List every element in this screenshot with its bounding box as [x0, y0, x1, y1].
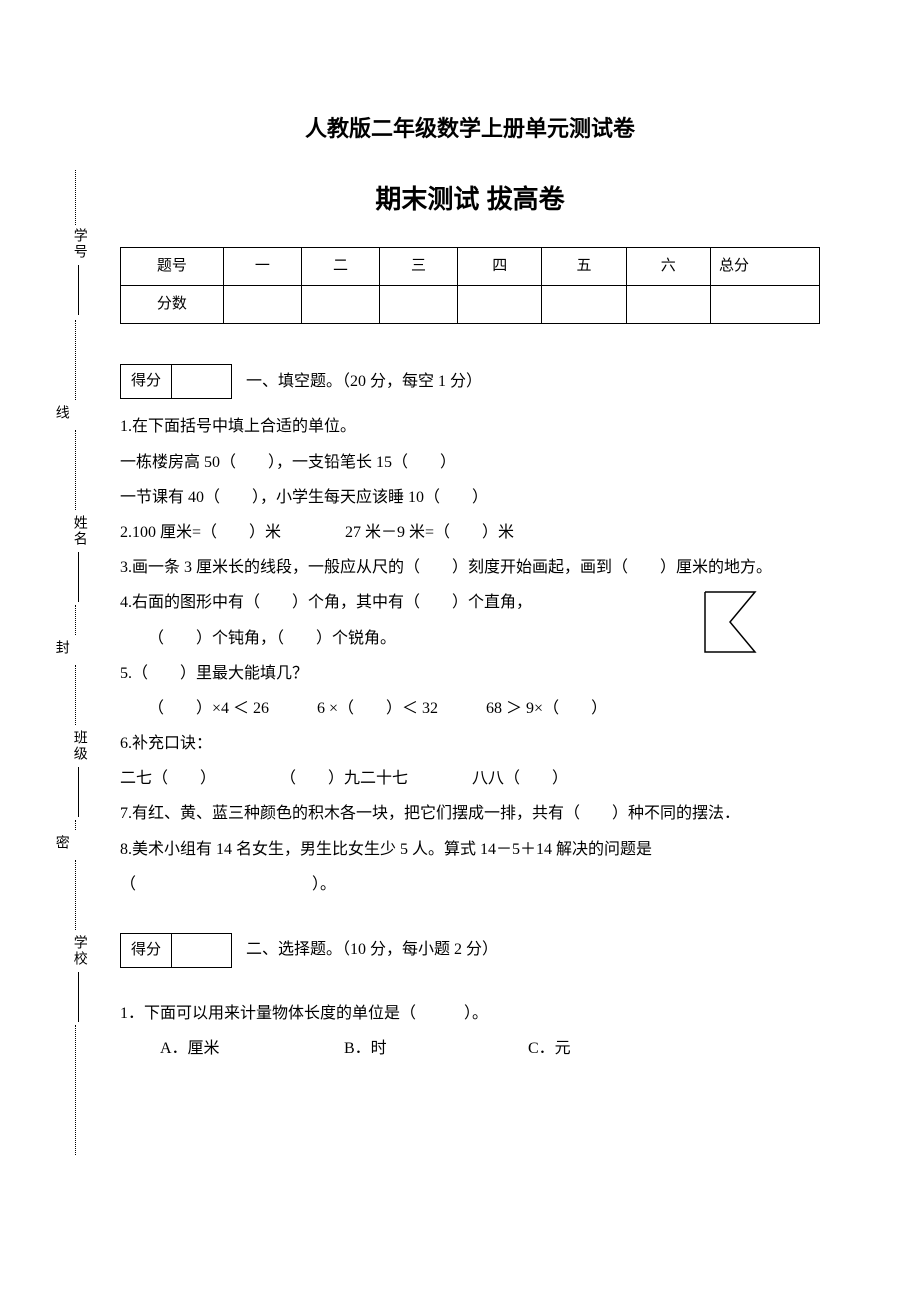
binding-sidebar: 学号 线 姓名 封 班级 密 学校	[35, 170, 85, 1170]
score-label: 得分	[121, 365, 172, 399]
label: 班级	[72, 730, 87, 762]
vline-seg	[75, 1025, 76, 1155]
vline-seg	[75, 860, 76, 930]
th: 四	[458, 247, 542, 285]
q1a: 一栋楼房高 50（ ），一支铅笔长 15（ ）	[120, 445, 820, 480]
score-blank[interactable]	[172, 933, 232, 967]
cell-blank[interactable]	[542, 285, 626, 323]
sidebar-label-xuexiao: 学校	[63, 935, 94, 1022]
shape-polyline	[705, 592, 755, 652]
q6a: 二七（ ） （ ）九二十七 八八（ ）	[120, 761, 820, 796]
choice-b: B．时	[344, 1031, 524, 1066]
row-label: 分数	[121, 285, 224, 323]
sidebar-label-banji: 班级	[63, 730, 94, 817]
fill-line	[78, 552, 79, 602]
seal-xian: 线	[45, 405, 76, 421]
score-blank[interactable]	[172, 365, 232, 399]
spacer	[120, 902, 820, 932]
fill-line	[78, 767, 79, 817]
q1: 1.在下面括号中填上合适的单位。	[120, 409, 820, 444]
cell-blank[interactable]	[710, 285, 819, 323]
label: 姓名	[72, 515, 87, 547]
label: 学号	[72, 228, 87, 260]
cell-blank[interactable]	[223, 285, 301, 323]
cell-blank[interactable]	[626, 285, 710, 323]
main-title: 人教版二年级数学上册单元测试卷	[120, 105, 820, 153]
cell-blank[interactable]	[380, 285, 458, 323]
choice-a: A．厘米	[160, 1031, 340, 1066]
q2: 2.100 厘米=（ ）米 27 米－9 米=（ ）米	[120, 515, 820, 550]
q1b: 一节课有 40（ ），小学生每天应该睡 10（ ）	[120, 480, 820, 515]
label: 学校	[72, 935, 87, 967]
section-1-title: 一、填空题。（20 分，每空 1 分）	[246, 373, 482, 390]
th: 一	[223, 247, 301, 285]
score-summary-table: 题号 一 二 三 四 五 六 总分 分数	[120, 247, 820, 324]
angle-shape	[700, 587, 760, 670]
th: 三	[380, 247, 458, 285]
score-label: 得分	[121, 933, 172, 967]
sidebar-inner: 学号 线 姓名 封 班级 密 学校	[35, 170, 85, 1170]
page-content: 人教版二年级数学上册单元测试卷 期末测试 拔高卷 题号 一 二 三 四 五 六 …	[120, 105, 820, 1066]
sidebar-label-xingming: 姓名	[63, 515, 94, 602]
vline-seg	[75, 320, 76, 400]
th: 六	[626, 247, 710, 285]
section-1: 得分 一、填空题。（20 分，每空 1 分）	[120, 364, 820, 400]
s2q1: 1．下面可以用来计量物体长度的单位是（ ）。	[120, 996, 820, 1031]
cell-blank[interactable]	[458, 285, 542, 323]
q4-wrap: 4.右面的图形中有（ ）个角，其中有（ ）个直角， （ ）个钝角，（ ）个锐角。	[120, 585, 820, 655]
seal-mi: 密	[45, 835, 76, 851]
seal-feng: 封	[45, 640, 76, 656]
spacer	[120, 978, 820, 996]
vline-seg	[75, 820, 76, 830]
vline-seg	[75, 665, 76, 725]
vline-seg	[75, 170, 76, 225]
vline-seg	[75, 430, 76, 510]
q7: 7.有红、黄、蓝三种颜色的积木各一块，把它们摆成一排，共有（ ）种不同的摆法．	[120, 796, 820, 831]
section-score-box: 得分	[120, 364, 232, 399]
th: 题号	[121, 247, 224, 285]
fill-line	[78, 265, 79, 315]
q5a: （ ）×4 ＜ 26 6 ×（ ）＜ 32 68 ＞ 9×（ ）	[120, 691, 820, 726]
s2q1-choices: A．厘米 B．时 C．元	[120, 1031, 820, 1066]
sidebar-label-xuehao: 学号	[63, 228, 94, 315]
th: 五	[542, 247, 626, 285]
table-row: 分数	[121, 285, 820, 323]
shape-svg	[700, 587, 760, 657]
section-2-title: 二、选择题。（10 分，每小题 2 分）	[246, 941, 498, 958]
cell-blank[interactable]	[301, 285, 379, 323]
th: 总分	[710, 247, 819, 285]
q6: 6.补充口诀：	[120, 726, 820, 761]
section-2: 得分 二、选择题。（10 分，每小题 2 分）	[120, 932, 820, 968]
vline-seg	[75, 605, 76, 635]
q8: 8.美术小组有 14 名女生，男生比女生少 5 人。算式 14－5＋14 解决的…	[120, 832, 820, 867]
table-row: 题号 一 二 三 四 五 六 总分	[121, 247, 820, 285]
fill-line	[78, 972, 79, 1022]
q3: 3.画一条 3 厘米长的线段，一般应从尺的（ ）刻度开始画起，画到（ ）厘米的地…	[120, 550, 820, 585]
sub-title: 期末测试 拔高卷	[120, 171, 820, 228]
q8a: （ ）。	[120, 867, 820, 902]
section-score-box: 得分	[120, 933, 232, 968]
choice-c: C．元	[528, 1031, 708, 1066]
th: 二	[301, 247, 379, 285]
